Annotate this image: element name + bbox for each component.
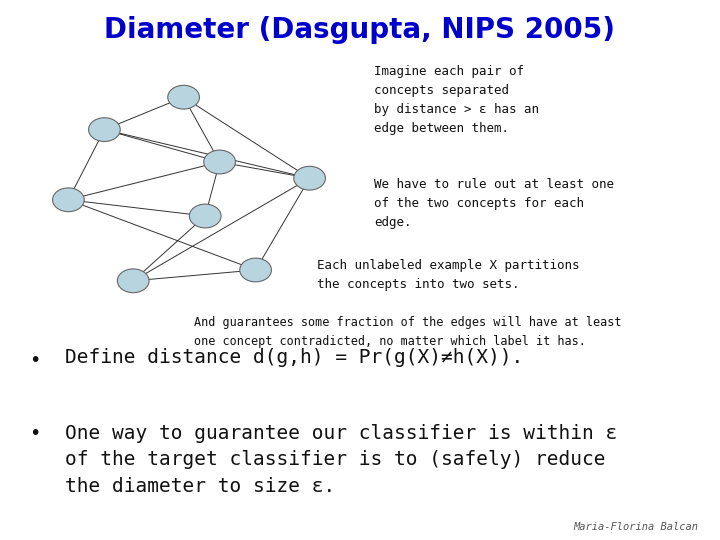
Circle shape [204, 150, 235, 174]
Text: Maria-Florina Balcan: Maria-Florina Balcan [573, 522, 698, 532]
Text: Diameter (Dasgupta, NIPS 2005): Diameter (Dasgupta, NIPS 2005) [104, 16, 616, 44]
Circle shape [53, 188, 84, 212]
Circle shape [89, 118, 120, 141]
Circle shape [189, 204, 221, 228]
Text: Define distance d(g,h) = Pr(g(X)≠h(X)).: Define distance d(g,h) = Pr(g(X)≠h(X)). [65, 348, 523, 367]
Circle shape [117, 269, 149, 293]
Text: We have to rule out at least one
of the two concepts for each
edge.: We have to rule out at least one of the … [374, 178, 614, 229]
Circle shape [240, 258, 271, 282]
Text: Imagine each pair of
concepts separated
by distance > ε has an
edge between them: Imagine each pair of concepts separated … [374, 65, 539, 135]
Text: •: • [29, 424, 40, 443]
Circle shape [168, 85, 199, 109]
Text: And guarantees some fraction of the edges will have at least
one concept contrad: And guarantees some fraction of the edge… [194, 316, 622, 348]
Circle shape [294, 166, 325, 190]
Text: One way to guarantee our classifier is within ε
of the target classifier is to (: One way to guarantee our classifier is w… [65, 424, 617, 496]
Text: •: • [29, 351, 40, 370]
Text: Each unlabeled example X partitions
the concepts into two sets.: Each unlabeled example X partitions the … [317, 259, 580, 291]
